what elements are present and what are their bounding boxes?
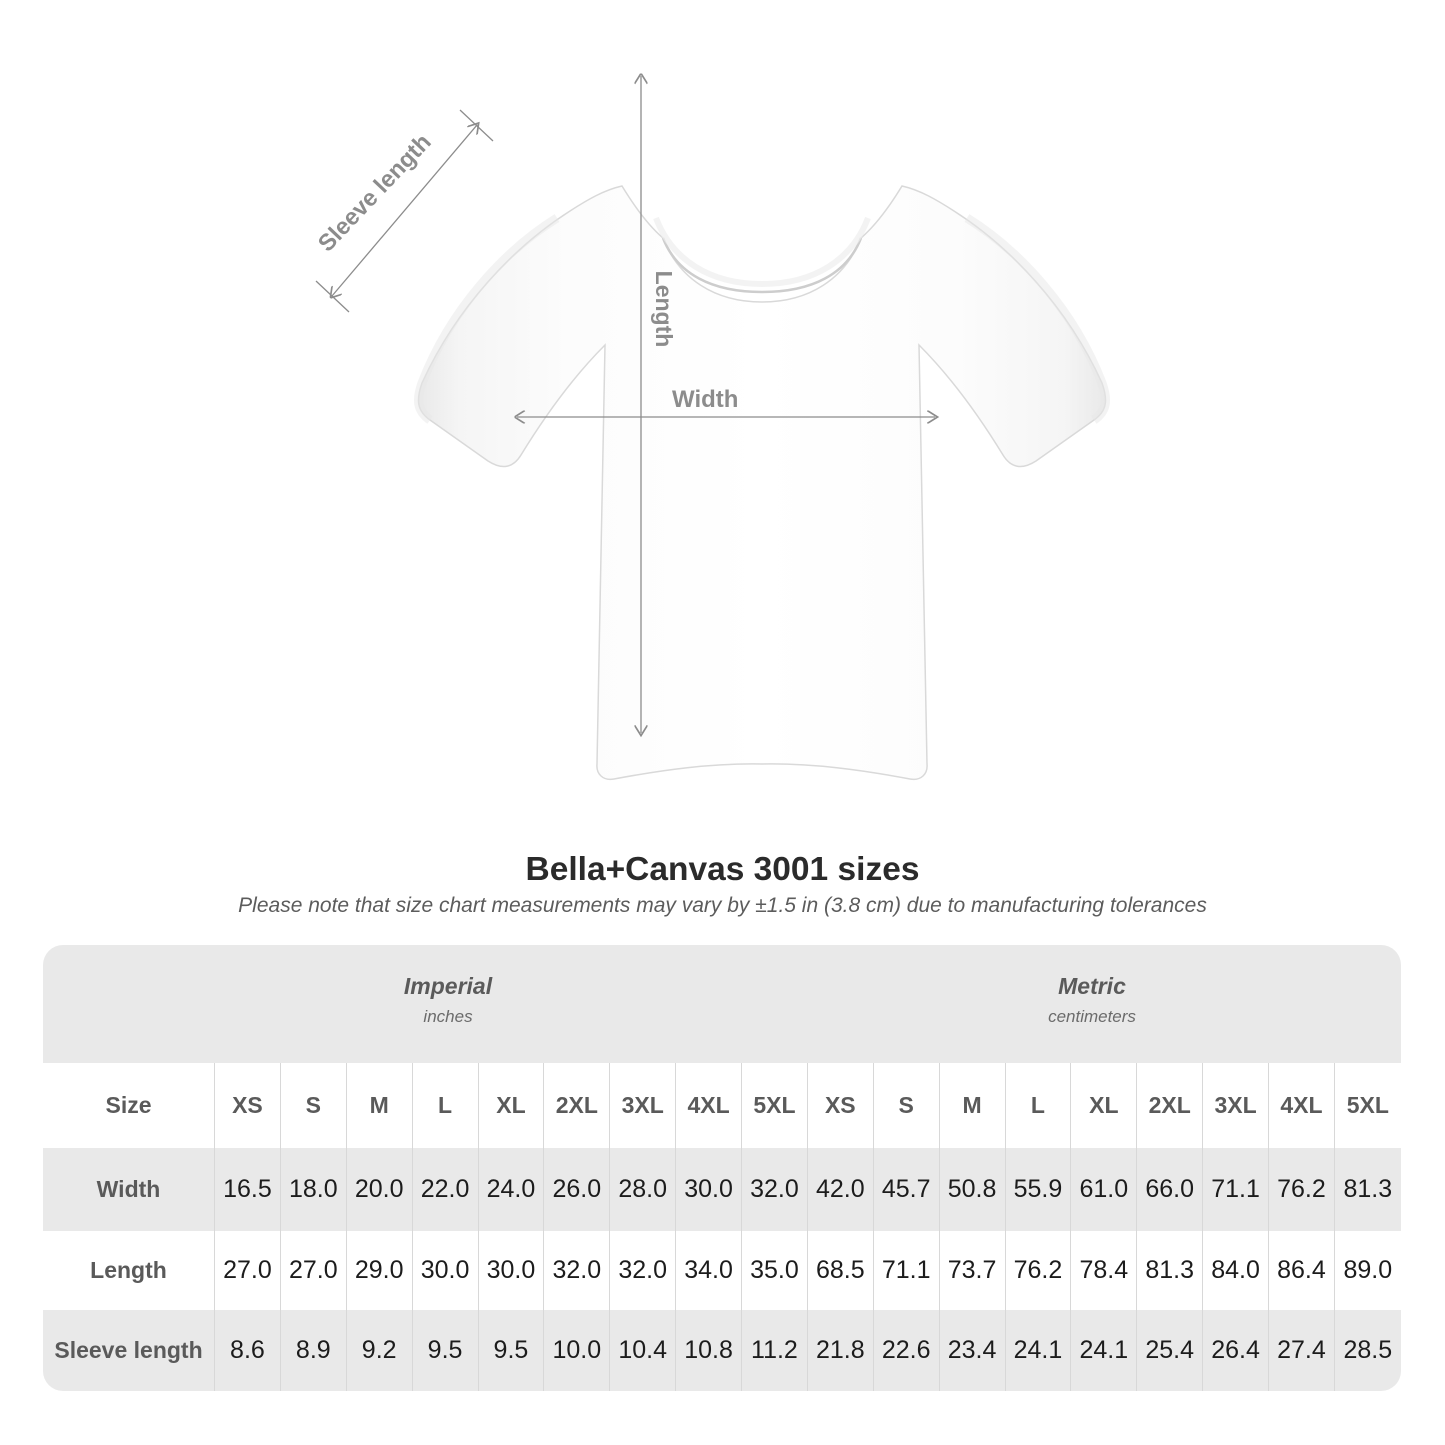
svg-text:Width: Width xyxy=(672,386,738,413)
svg-text:Length: Length xyxy=(651,271,677,348)
svg-text:Sleeve length: Sleeve length xyxy=(313,129,436,257)
